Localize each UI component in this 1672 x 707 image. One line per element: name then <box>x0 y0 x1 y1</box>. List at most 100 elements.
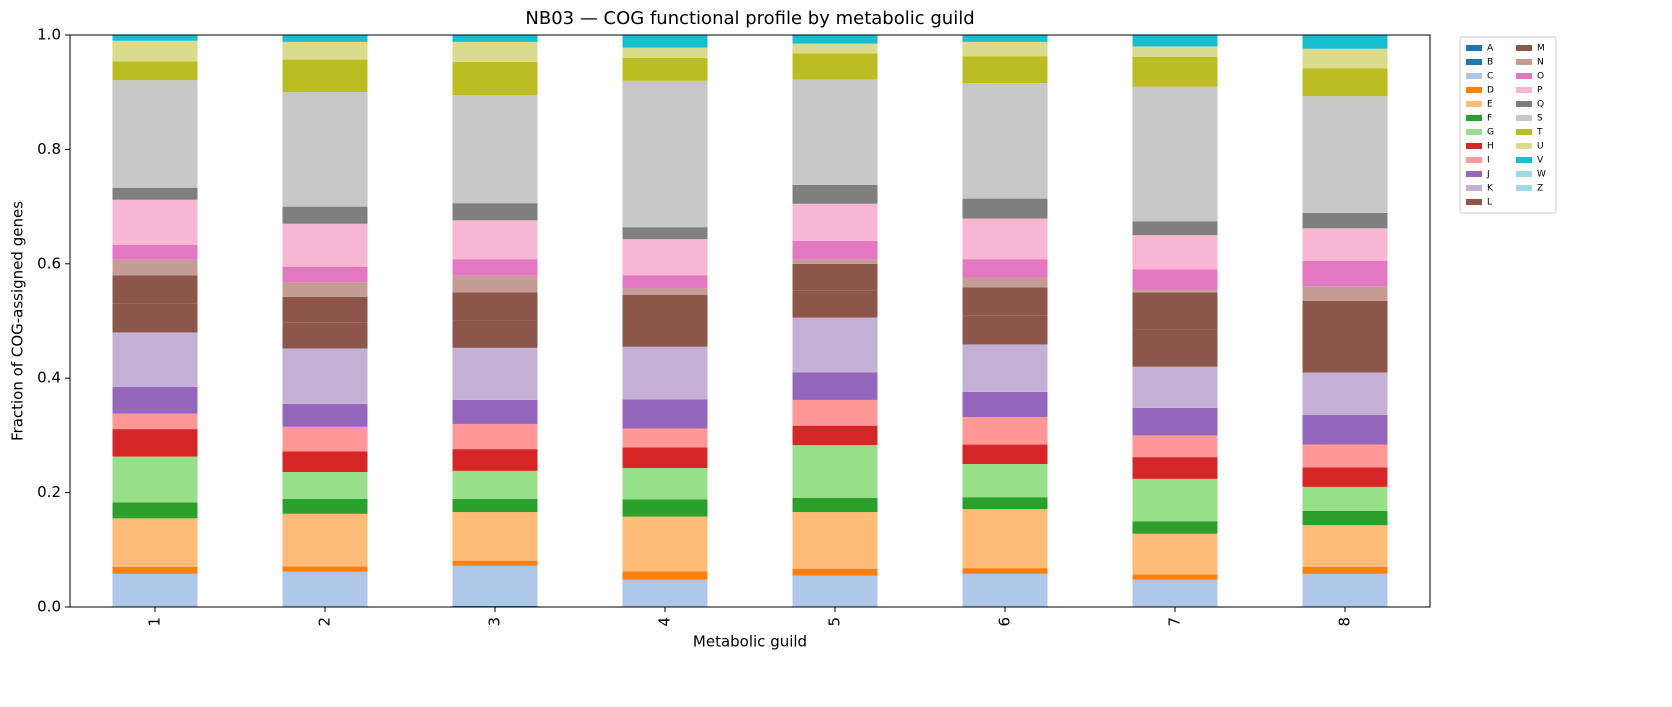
legend-label: J <box>1486 170 1490 180</box>
bar-segment <box>112 429 198 457</box>
legend-swatch <box>1466 143 1482 149</box>
legend-label: W <box>1537 170 1546 180</box>
bar-segment <box>112 199 198 245</box>
bar-segment <box>282 266 368 283</box>
bar-segment <box>452 347 538 400</box>
legend-swatch <box>1516 129 1532 135</box>
y-tick-label: 0.8 <box>37 140 61 158</box>
bar-segment <box>1302 486 1388 511</box>
bar-segment <box>962 344 1048 392</box>
legend-swatch <box>1466 101 1482 107</box>
bar-segment <box>452 41 538 62</box>
x-tick-label: 6 <box>996 617 1014 627</box>
bar-segment <box>792 512 878 569</box>
legend-swatch <box>1516 185 1532 191</box>
bar-segment <box>282 403 368 427</box>
bar-segment <box>112 502 198 519</box>
bar-segment <box>622 227 708 240</box>
bar-segment <box>622 579 708 607</box>
bar-segment <box>282 426 368 452</box>
bar-segment <box>1302 510 1388 526</box>
bar-segment <box>452 259 538 276</box>
legend-label: N <box>1537 58 1544 68</box>
bar-segment <box>112 413 198 430</box>
bar-segment <box>452 470 538 499</box>
legend-swatch <box>1466 171 1482 177</box>
bar-segment <box>112 80 198 188</box>
legend-label: C <box>1487 72 1493 82</box>
bar-segment <box>112 303 198 333</box>
legend-label: M <box>1537 44 1545 54</box>
bar-segment <box>792 43 878 54</box>
bar-segment <box>622 346 708 400</box>
bar-segment <box>622 239 708 276</box>
y-tick-label: 0.4 <box>37 369 61 387</box>
bar-segment <box>622 288 708 295</box>
bar-segment <box>1132 292 1218 330</box>
legend-swatch <box>1516 171 1532 177</box>
bar-segment <box>112 573 198 607</box>
bar-segment <box>452 220 538 260</box>
x-axis-label: Metabolic guild <box>693 633 807 651</box>
bar-segment <box>962 218 1048 260</box>
bar-segment <box>962 198 1048 219</box>
bar-segment <box>622 499 708 517</box>
bar-segment <box>452 95 538 204</box>
bar-segment <box>452 203 538 221</box>
bar-segment <box>962 83 1048 199</box>
legend-label: D <box>1487 86 1494 96</box>
bar-segment <box>622 447 708 469</box>
x-tick-label: 8 <box>1336 617 1354 627</box>
legend-label: Q <box>1537 100 1544 110</box>
bar-segment <box>1302 573 1388 607</box>
bar-segment <box>1132 86 1218 222</box>
bar-segment <box>792 290 878 318</box>
x-tick-label: 3 <box>486 617 504 627</box>
bar-segment <box>962 287 1048 316</box>
bar-segment <box>1132 457 1218 479</box>
bar-segment <box>452 512 538 561</box>
legend-label: H <box>1487 142 1494 152</box>
bar-segment <box>282 571 368 607</box>
bar-segment <box>112 275 198 304</box>
bar-segment <box>452 449 538 471</box>
bar-segment <box>282 472 368 499</box>
y-tick-label: 1.0 <box>37 26 61 44</box>
bar-segment <box>792 568 878 576</box>
bar-segment <box>792 317 878 373</box>
bar-segment <box>282 296 368 323</box>
legend-swatch <box>1466 115 1482 121</box>
bar-segment <box>1132 521 1218 534</box>
legend-label: I <box>1487 156 1490 166</box>
legend-swatch <box>1466 199 1482 205</box>
bar-segment <box>112 386 198 414</box>
bar-segment <box>1132 269 1218 290</box>
legend-swatch <box>1516 157 1532 163</box>
bar-segment <box>282 322 368 349</box>
bar-segment <box>1132 366 1218 408</box>
bar-segment <box>452 35 538 42</box>
bar-segment <box>112 456 198 503</box>
bar-segment <box>1132 579 1218 607</box>
y-axis-label: Fraction of COG-assigned genes <box>9 201 27 441</box>
bar-segment <box>112 61 198 81</box>
bar-segment <box>622 294 708 321</box>
legend-swatch <box>1516 45 1532 51</box>
bar-segment <box>112 187 198 200</box>
legend-label: U <box>1537 142 1544 152</box>
bar-segment <box>622 80 708 228</box>
bar-segment <box>112 566 198 574</box>
bar-segment <box>452 61 538 96</box>
bar-segment <box>452 292 538 321</box>
bar-segment <box>1132 478 1218 522</box>
legend-label: A <box>1487 44 1494 54</box>
bar-segment <box>792 497 878 513</box>
bar-segment <box>1132 435 1218 458</box>
bar-segment <box>962 56 1048 84</box>
legend-label: G <box>1487 128 1494 138</box>
bar-segment <box>282 35 368 42</box>
bar-segment <box>282 92 368 207</box>
bar-segment <box>452 275 538 293</box>
bar-segment <box>1132 235 1218 270</box>
